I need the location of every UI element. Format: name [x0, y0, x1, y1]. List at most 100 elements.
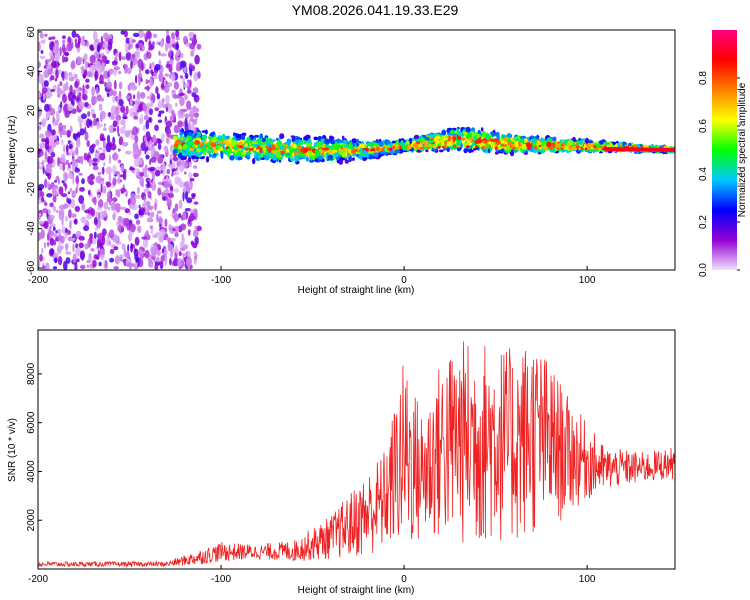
spectrogram-cell [145, 119, 150, 130]
spectrogram-cell [409, 137, 413, 144]
spectrogram-cell [626, 147, 630, 152]
spectrogram-cell [444, 145, 448, 149]
spectrogram-cell [617, 142, 621, 148]
spectrogram-cell [318, 155, 324, 160]
spectrogram-cell [149, 62, 152, 70]
spectrogram-cell [569, 147, 573, 151]
spectrogram-cell [194, 156, 200, 160]
spectrogram-cell [183, 137, 186, 142]
spectrogram-cell [43, 92, 46, 101]
spectrogram-cell [193, 251, 197, 256]
spectrogram-cell [63, 103, 69, 114]
spectrogram-cell [89, 44, 94, 51]
spectrogram-cell [188, 121, 191, 131]
spectrogram-cell [237, 148, 243, 151]
spectrogram-cell [42, 208, 48, 214]
spectrogram-cell [254, 134, 260, 138]
spectrogram-cell [170, 32, 175, 39]
spectrogram-cell [178, 164, 185, 173]
spectrogram-cell [74, 87, 80, 93]
spectrogram-cell [108, 198, 112, 206]
spectrogram-cell [69, 143, 73, 149]
spectrogram-cell [70, 62, 75, 70]
spectrogram-cell [193, 134, 196, 138]
spectrogram-y-tick-label: -20 [26, 182, 37, 197]
spectrogram-cell [104, 259, 108, 268]
spectrogram-cell [177, 120, 183, 128]
spectrogram-image [38, 30, 675, 270]
spectrogram-cell [166, 135, 170, 145]
spectrogram-cell [126, 262, 133, 268]
spectrogram-cell [313, 136, 318, 141]
spectrogram-cell [175, 36, 180, 41]
spectrogram-cell [38, 212, 42, 217]
spectrogram-cell [341, 135, 345, 141]
spectrogram-cell [167, 103, 173, 114]
spectrogram-cell [38, 199, 42, 204]
spectrogram-cell [182, 149, 188, 153]
spectrogram-cell [637, 144, 641, 148]
spectrogram-cell [463, 148, 469, 153]
spectrogram-cell [611, 147, 615, 152]
spectrogram-cell [99, 152, 106, 161]
spectrogram-cell [145, 79, 149, 85]
spectrogram-cell [215, 145, 219, 151]
spectrogram-cell [257, 153, 261, 159]
spectrogram-cell [179, 129, 183, 133]
spectrogram-cell [58, 186, 64, 195]
snr-y-label: SNR (10 * v/v) [7, 418, 18, 482]
spectrogram-cell [526, 142, 531, 149]
spectrogram-cell [233, 145, 239, 151]
spectrogram-cell [39, 32, 44, 39]
spectrogram-cell [101, 166, 105, 175]
spectrogram-cell [112, 197, 118, 203]
spectrogram-cell [92, 162, 98, 167]
spectrogram-cell [599, 140, 604, 145]
spectrogram-cell [75, 187, 78, 194]
spectrogram-cell [196, 131, 201, 137]
spectrogram-cell [102, 185, 107, 193]
spectrogram-cell [86, 41, 89, 48]
spectrogram-cell [140, 91, 146, 99]
spectrogram-cell [42, 39, 46, 44]
spectrogram-cell [356, 153, 360, 158]
spectrogram-cell [79, 250, 85, 260]
spectrogram-cell [133, 115, 139, 120]
spectrogram-cell [116, 222, 119, 226]
colorbar: 0.0 0.2 0.4 0.6 0.8 Normalized spectral ampl… [698, 30, 748, 277]
spectrogram-cell [327, 154, 333, 160]
spectrogram-cell [120, 105, 126, 113]
spectrogram-cell [52, 135, 58, 140]
spectrogram-cell [324, 138, 330, 145]
spectrogram-cell [113, 246, 119, 251]
spectrogram-cell [378, 141, 384, 147]
spectrogram-cell [510, 150, 515, 157]
spectrogram-cell [67, 91, 75, 102]
spectrogram-cell [171, 173, 174, 177]
spectrogram-cell [69, 219, 72, 230]
spectrogram-cell [71, 30, 77, 38]
spectrogram-cell [166, 127, 171, 138]
spectrogram-cell [161, 248, 165, 253]
spectrogram-cell [576, 140, 581, 146]
spectrogram-cell [196, 225, 202, 232]
spectrogram-cell [68, 209, 72, 219]
spectrogram-cell [644, 147, 648, 152]
spectrogram-cell [635, 147, 639, 152]
spectrogram-cell [84, 209, 91, 214]
spectrogram-cell [206, 142, 212, 148]
spectrogram-cell [655, 147, 659, 152]
spectrogram-cell [560, 147, 564, 151]
spectrogram-cell [224, 141, 228, 146]
spectrogram-cell [606, 146, 611, 152]
spectrogram-cell [492, 129, 496, 133]
spectrogram-cell [244, 154, 250, 159]
spectrogram-cell [38, 260, 41, 268]
spectrogram-cell [164, 145, 169, 153]
spectrogram-y-label: Frequency (Hz) [7, 116, 18, 185]
spectrogram-cell [111, 90, 117, 97]
spectrogram-cell [254, 150, 258, 157]
spectrogram-cell [51, 129, 56, 136]
snr-frame [37, 329, 676, 570]
spectrogram-cell [188, 156, 192, 163]
